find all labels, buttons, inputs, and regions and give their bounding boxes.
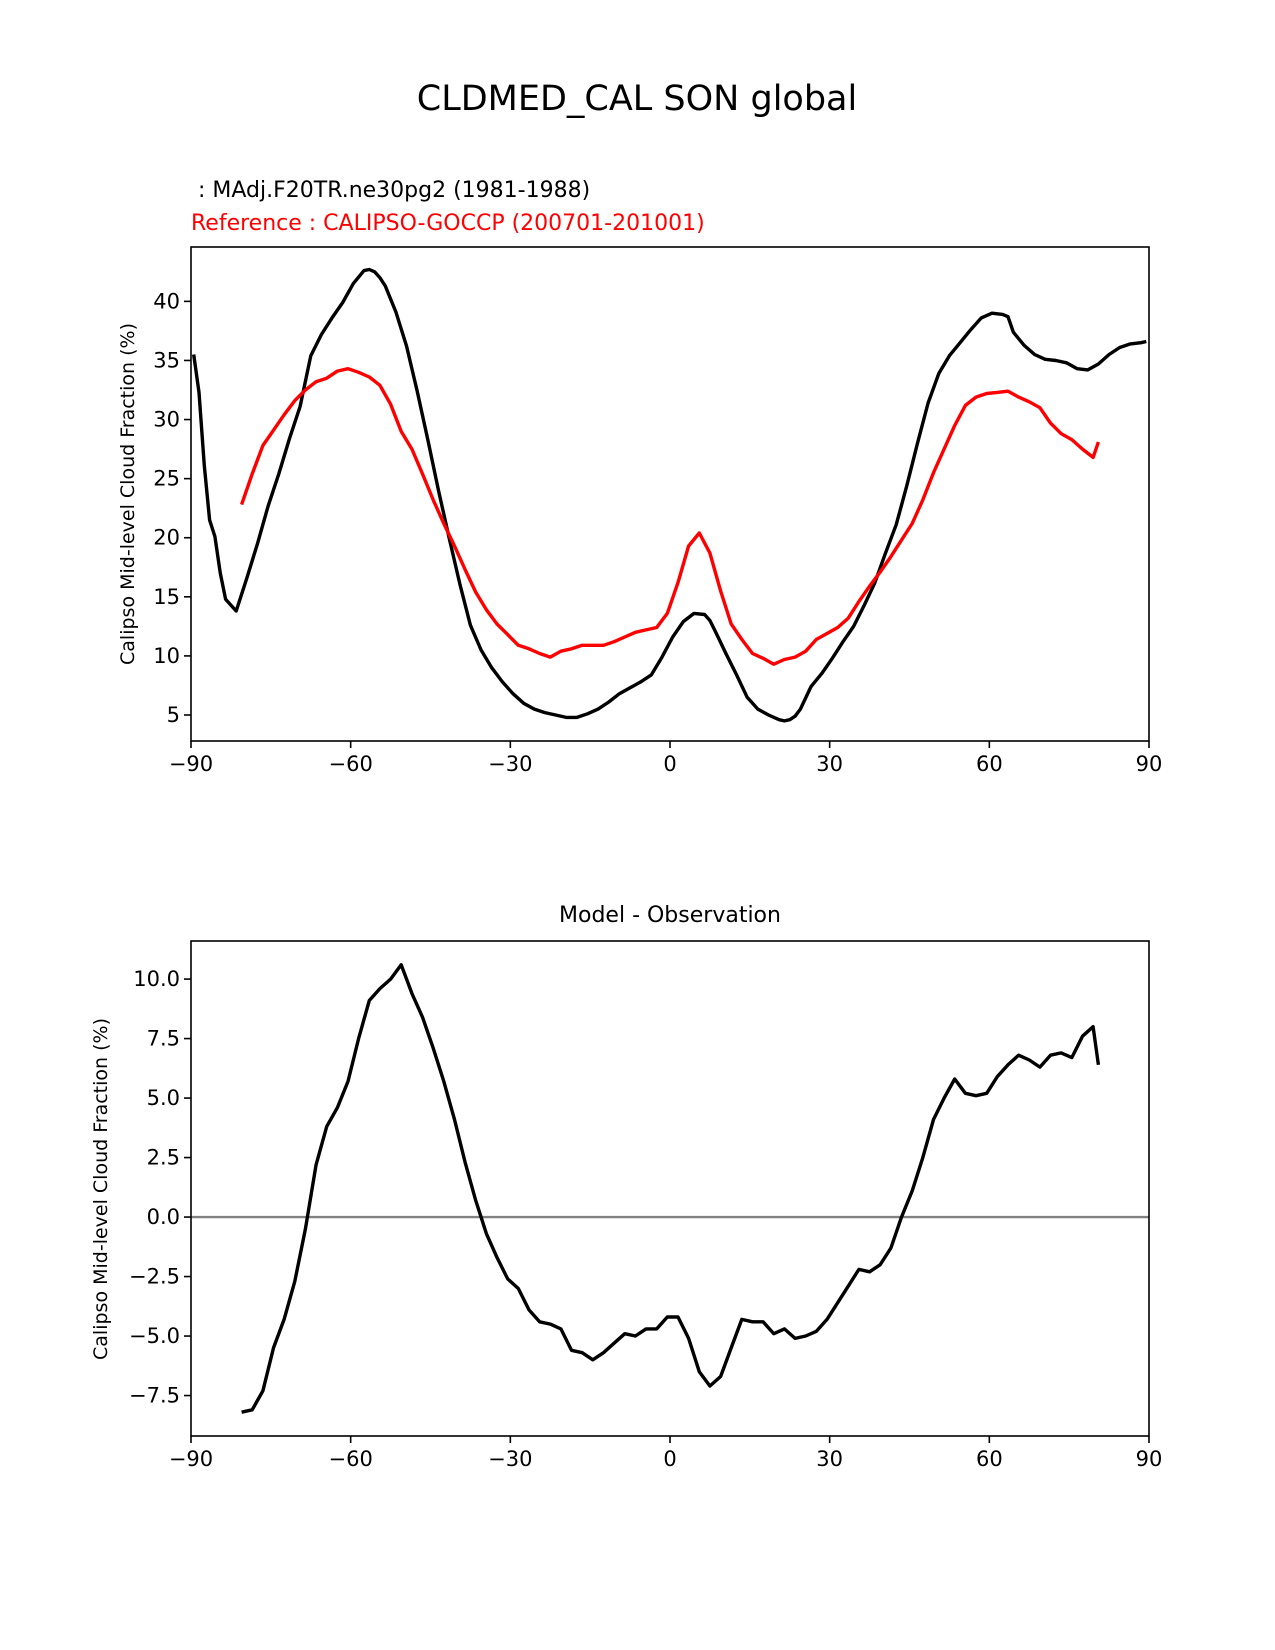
top-series-group [192, 267, 1147, 723]
bottom-panel: Model - Observation Calipso Mid-level Cl… [90, 903, 1162, 1471]
bottom-y-axis-label: Calipso Mid-level Cloud Fraction (%) [90, 1018, 112, 1360]
bottom-y-tick-label: −2.5 [129, 1265, 180, 1289]
bottom-y-tick-label: −5.0 [129, 1324, 180, 1348]
top-y-axis-label: Calipso Mid-level Cloud Fraction (%) [117, 323, 139, 665]
figure-title: CLDMED_CAL SON global [417, 79, 857, 119]
difference-panel-title: Model - Observation [559, 903, 781, 928]
top-y-tick-label: 5 [167, 703, 180, 727]
test-series-label: : MAdj.F20TR.ne30pg2 (1981-1988) [191, 178, 590, 203]
bottom-x-tick-label: −30 [488, 1447, 532, 1471]
bottom-y-tick-label: 2.5 [147, 1146, 180, 1170]
bottom-x-tick-label: 90 [1136, 1447, 1163, 1471]
top-x-tick-label: 90 [1136, 752, 1163, 776]
top-y-tick-label: 40 [153, 289, 180, 313]
top-series-line-1 [239, 367, 1101, 666]
bottom-y-tick-label: 7.5 [147, 1027, 180, 1051]
bottom-x-tick-label: −90 [169, 1447, 213, 1471]
top-y-tick-label: 10 [153, 644, 180, 668]
bottom-x-tick-label: 0 [663, 1447, 676, 1471]
bottom-series-line-0 [241, 963, 1101, 1414]
bottom-series-group [241, 963, 1101, 1414]
top-y-tick-label: 20 [153, 526, 180, 550]
bottom-y-tick-label: −7.5 [129, 1384, 180, 1408]
top-panel: : MAdj.F20TR.ne30pg2 (1981-1988) Referen… [117, 178, 1162, 776]
bottom-y-tick-label: 5.0 [147, 1086, 180, 1110]
top-y-tick-label: 25 [153, 467, 180, 491]
bottom-y-tick-label: 10.0 [133, 967, 180, 991]
top-x-tick-label: 60 [976, 752, 1003, 776]
top-series-line-0 [192, 267, 1147, 723]
top-x-tick-label: −60 [329, 752, 373, 776]
top-x-tick-label: −30 [488, 752, 532, 776]
top-y-tick-label: 35 [153, 348, 180, 372]
bottom-y-tick-label: 0.0 [147, 1205, 180, 1229]
reference-series-label: Reference : CALIPSO-GOCCP (200701-201001… [191, 211, 705, 236]
top-x-tick-label: −90 [169, 752, 213, 776]
bottom-x-tick-label: −60 [329, 1447, 373, 1471]
top-y-tick-label: 30 [153, 408, 180, 432]
top-x-tick-label: 30 [816, 752, 843, 776]
bottom-x-tick-label: 60 [976, 1447, 1003, 1471]
top-y-tick-label: 15 [153, 585, 180, 609]
top-x-tick-label: 0 [663, 752, 676, 776]
bottom-x-tick-label: 30 [816, 1447, 843, 1471]
